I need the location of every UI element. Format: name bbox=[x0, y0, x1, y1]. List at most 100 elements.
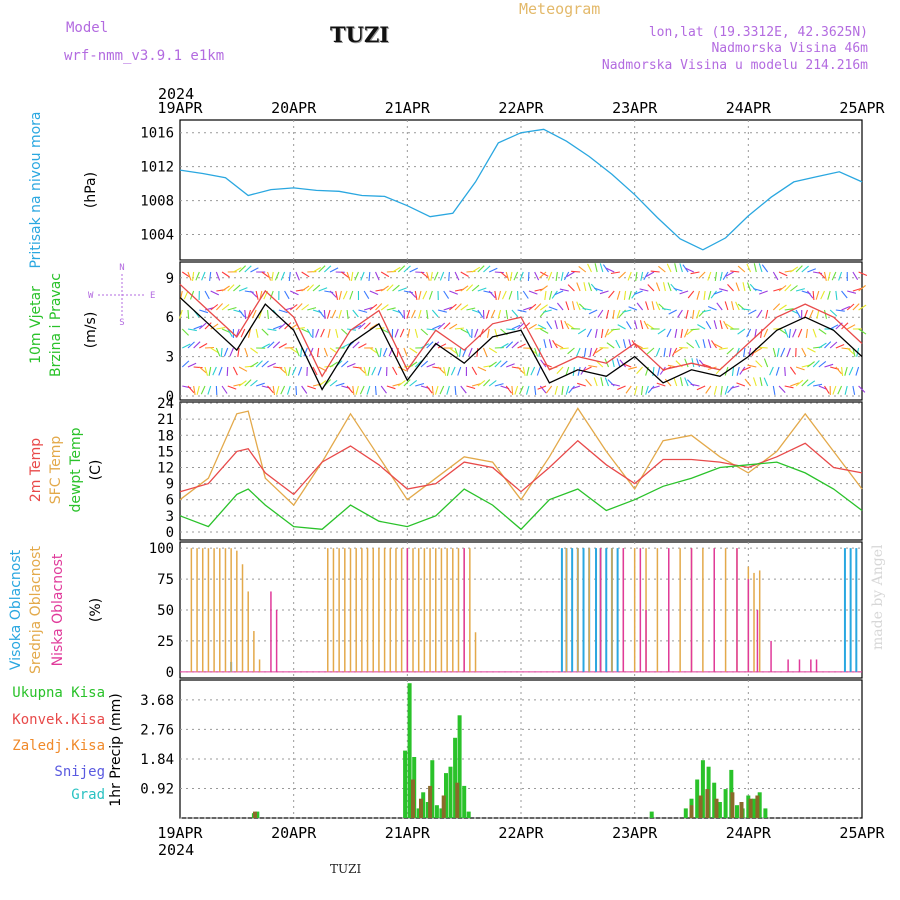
wind-arrow bbox=[286, 385, 291, 395]
wind-arrow bbox=[274, 271, 280, 281]
temp-2m-title: 2m Temp bbox=[28, 438, 44, 502]
wind-arrow bbox=[471, 366, 478, 376]
wind-arrow bbox=[514, 385, 519, 395]
wind-arrow bbox=[187, 385, 195, 394]
wind-arrow bbox=[696, 385, 706, 391]
wind-arrow bbox=[720, 385, 723, 395]
wind-arrow bbox=[352, 309, 359, 318]
wind-arrow bbox=[835, 309, 845, 312]
precip-bar bbox=[448, 766, 453, 818]
wind-arrow bbox=[477, 380, 486, 387]
wind-arrow bbox=[295, 347, 300, 357]
wind-arrow bbox=[589, 347, 593, 357]
wind-arrow bbox=[465, 328, 471, 338]
wind-arrow bbox=[443, 306, 453, 311]
wind-arrow bbox=[790, 285, 798, 292]
wind-arrow bbox=[656, 382, 666, 387]
wind-arrow bbox=[772, 385, 776, 395]
wind-arrow bbox=[827, 271, 831, 281]
wind-arrow bbox=[743, 347, 746, 357]
wind-arrow bbox=[308, 347, 314, 357]
wind-arrow bbox=[795, 379, 804, 387]
wind-arrow bbox=[705, 321, 712, 330]
wind-arrow bbox=[272, 385, 276, 395]
wind-arrow bbox=[776, 347, 780, 357]
y-tick-label: 0.92 bbox=[140, 781, 174, 797]
wind-arrow bbox=[181, 271, 191, 278]
wind-arrow bbox=[604, 377, 610, 387]
station-elevation: Nadmorska Visina 46m bbox=[711, 41, 868, 56]
wind-arrow bbox=[212, 366, 217, 376]
wind-arrow bbox=[426, 328, 436, 331]
wind-arrow bbox=[289, 347, 299, 354]
wind-arrow bbox=[687, 290, 695, 299]
wind-arrow bbox=[358, 309, 368, 313]
wind-arrow bbox=[697, 324, 706, 330]
wind-arrow bbox=[409, 361, 418, 368]
precip-bar bbox=[714, 798, 719, 818]
wind-arrow bbox=[789, 366, 797, 375]
wind-arrow bbox=[409, 290, 417, 298]
wind-arrow bbox=[374, 385, 377, 396]
wind-arrow bbox=[723, 320, 729, 330]
wind-arrow bbox=[386, 284, 394, 292]
precip-bar bbox=[457, 715, 462, 818]
wind-arrow bbox=[610, 271, 620, 275]
wind-arrow bbox=[741, 308, 751, 311]
wind-arrow bbox=[482, 347, 488, 357]
precip-bar bbox=[683, 808, 688, 818]
wind-arrow bbox=[517, 366, 525, 374]
wind-arrow bbox=[288, 271, 291, 282]
wind-arrow bbox=[483, 379, 491, 387]
precip-bar bbox=[752, 798, 756, 818]
wind-arrow bbox=[852, 287, 862, 292]
wind-arrow bbox=[547, 271, 553, 281]
wind-arrow bbox=[528, 303, 537, 311]
wind-arrow bbox=[556, 366, 564, 374]
wind-arrow bbox=[577, 382, 586, 387]
y-tick-label: 1012 bbox=[140, 160, 174, 176]
wind-arrow bbox=[377, 366, 382, 376]
wind-arrow bbox=[537, 385, 547, 390]
wind-arrow bbox=[705, 385, 712, 394]
wind-arrow bbox=[477, 287, 487, 292]
wind-arrow bbox=[585, 378, 592, 387]
wind-arrow bbox=[468, 347, 473, 357]
wind-arrow bbox=[858, 385, 866, 393]
wind-arrow bbox=[827, 290, 831, 300]
wind-arrow bbox=[306, 328, 313, 338]
wind-arrow bbox=[855, 366, 860, 376]
wind-arrow bbox=[227, 306, 237, 311]
wind-arrow bbox=[380, 385, 387, 394]
wind-arrow bbox=[679, 263, 683, 273]
wind-arrow bbox=[616, 290, 621, 300]
wind-arrow bbox=[506, 328, 516, 331]
wind-arrow bbox=[506, 363, 515, 368]
location-coords: lon,lat (19.3312E, 42.3625N) bbox=[648, 25, 868, 40]
wind-arrow bbox=[612, 309, 615, 319]
wind-arrow bbox=[437, 343, 447, 349]
wind-arrow bbox=[784, 284, 792, 292]
wind-arrow bbox=[713, 290, 723, 295]
wind-arrow bbox=[255, 290, 259, 300]
wind-arrow bbox=[210, 304, 219, 311]
wind-arrow bbox=[406, 309, 411, 319]
wind-arrow bbox=[634, 320, 638, 330]
wind-arrow bbox=[807, 268, 817, 273]
wind-arrow bbox=[759, 290, 768, 295]
wind-arrow bbox=[329, 379, 338, 387]
y-tick-label: 75 bbox=[157, 572, 174, 588]
wind-arrow bbox=[261, 271, 270, 278]
y-tick-label: 12 bbox=[157, 461, 174, 477]
wind-arrow bbox=[619, 309, 626, 317]
wind-arrow bbox=[626, 321, 632, 330]
wind-arrow bbox=[808, 309, 814, 319]
wind-arrow bbox=[193, 385, 196, 395]
wind-arrow bbox=[594, 287, 604, 292]
wind-arrow bbox=[565, 385, 570, 395]
wind-arrow bbox=[807, 290, 814, 299]
wind-arrow bbox=[261, 360, 269, 368]
wind-arrow bbox=[525, 385, 530, 395]
wind-arrow bbox=[713, 320, 718, 330]
wind-arrow bbox=[466, 307, 476, 311]
